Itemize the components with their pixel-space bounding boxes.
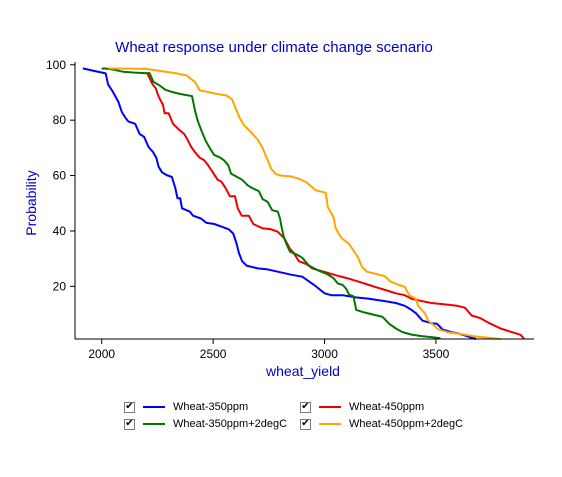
legend-label: Wheat-450ppm [349, 401, 425, 413]
series-line-2 [101, 67, 441, 340]
legend-line-swatch [319, 406, 341, 408]
legend-label: Wheat-350ppm+2degC [173, 418, 288, 430]
y-tick-label: 20 [53, 279, 67, 293]
chart-title: Wheat response under climate change scen… [115, 39, 433, 56]
legend-checkbox[interactable]: ✔ [124, 418, 135, 430]
y-axis-label: Probability [23, 170, 39, 235]
legend-line-swatch [143, 406, 165, 408]
x-tick-label: 3000 [311, 347, 338, 361]
legend-item[interactable]: ✔ Wheat-450ppm+2degC [300, 416, 463, 432]
legend-checkbox[interactable]: ✔ [300, 418, 311, 430]
series-line-0 [82, 67, 477, 340]
y-tick-label: 40 [53, 224, 67, 238]
legend-label: Wheat-350ppm [173, 401, 249, 413]
x-tick-label: 2000 [88, 347, 115, 361]
legend-item[interactable]: ✔ Wheat-350ppm [124, 399, 248, 415]
x-axis-label: wheat_yield [265, 363, 340, 379]
y-tick-label: 80 [53, 113, 67, 127]
x-tick-label: 3500 [423, 347, 450, 361]
y-tick-label: 60 [53, 169, 67, 183]
legend-checkbox[interactable]: ✔ [300, 401, 311, 413]
legend-line-swatch [143, 423, 165, 425]
x-tick-label: 2500 [200, 347, 227, 361]
axes [74, 62, 534, 340]
series-line-1 [146, 72, 525, 340]
legend-label: Wheat-450ppm+2degC [349, 418, 464, 430]
legend-item[interactable]: ✔ Wheat-350ppm+2degC [124, 416, 287, 432]
legend-checkbox[interactable]: ✔ [124, 401, 135, 413]
plot-lines [82, 67, 525, 340]
ticks: 2000 2500 3000 3500 20 40 60 80 100 [46, 58, 450, 361]
legend-item[interactable]: ✔ Wheat-450ppm [300, 399, 424, 415]
legend-line-swatch [319, 423, 341, 425]
series-line-3 [108, 67, 501, 340]
y-tick-label: 100 [46, 58, 66, 72]
